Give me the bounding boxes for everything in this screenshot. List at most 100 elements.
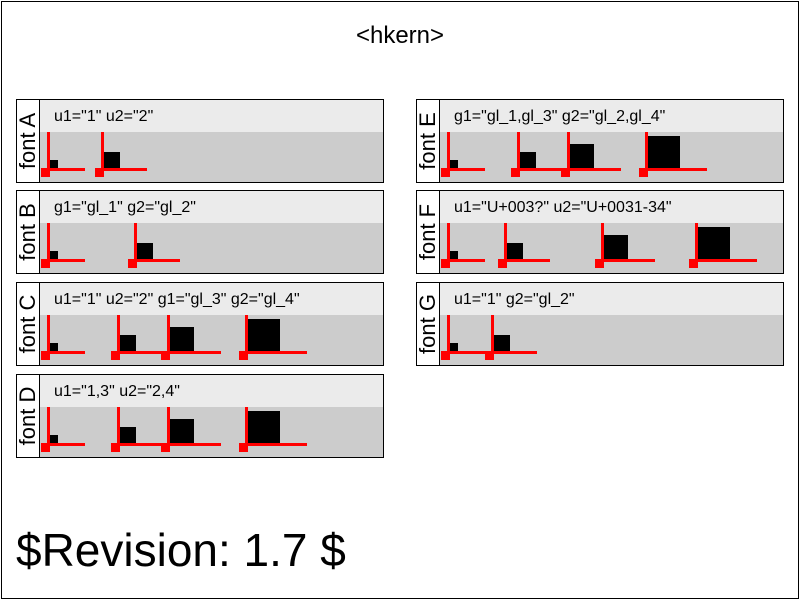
glyph-box — [520, 152, 536, 168]
glyph-baseline — [504, 259, 550, 262]
glyph-origin-marker — [511, 168, 520, 177]
font-label: font F — [415, 203, 440, 261]
glyph-baseline — [117, 351, 163, 354]
font-label-area: font D — [15, 375, 40, 457]
glyph-origin-vertical — [517, 132, 520, 170]
glyph-area — [40, 407, 383, 457]
glyph-box — [507, 243, 523, 259]
glyph-origin-marker — [441, 168, 450, 177]
glyph-origin-vertical — [645, 132, 648, 170]
panel-font-a: font A u1="1" u2="2" — [15, 99, 384, 183]
glyph-origin-vertical — [134, 223, 137, 261]
page-title: <hkern> — [355, 22, 445, 49]
glyph-baseline — [47, 351, 85, 354]
glyph-origin-marker — [441, 259, 450, 268]
glyph-baseline — [101, 168, 147, 171]
panel-font-b: font B g1="gl_1" g2="gl_2" — [15, 190, 384, 274]
glyph-origin-vertical — [491, 315, 494, 353]
glyph-origin-marker — [239, 351, 248, 360]
glyph-box — [450, 343, 458, 351]
glyph-origin-marker — [41, 259, 50, 268]
panel-font-c: font C u1="1" u2="2" g1="gl_3" g2="gl_4" — [15, 282, 384, 366]
glyph-origin-vertical — [601, 223, 604, 261]
glyph-origin-marker — [689, 259, 698, 268]
glyph-origin-vertical — [245, 315, 248, 353]
glyph-box — [248, 411, 280, 443]
font-label-area: font A — [15, 100, 40, 182]
glyph-origin-vertical — [47, 132, 50, 170]
glyph-origin-marker — [41, 168, 50, 177]
font-label-area: font G — [415, 283, 440, 365]
glyph-origin-marker — [595, 259, 604, 268]
glyph-box — [604, 235, 628, 259]
font-label: font B — [15, 203, 40, 261]
font-label: font G — [415, 294, 440, 354]
glyph-area — [440, 315, 783, 365]
glyph-baseline — [167, 443, 221, 446]
glyph-baseline — [47, 443, 85, 446]
attribute-bar: g1="gl_1,gl_3" g2="gl_2,gl_4" — [440, 100, 783, 132]
glyph-baseline — [567, 168, 621, 171]
glyph-box — [170, 327, 194, 351]
attribute-bar: u1="1" g2="gl_2" — [440, 283, 783, 315]
glyph-origin-marker — [111, 351, 120, 360]
glyph-baseline — [47, 259, 85, 262]
glyph-box — [450, 251, 458, 259]
hkern-attributes: u1="1" u2="2" g1="gl_3" g2="gl_4" — [54, 291, 300, 308]
hkern-attributes: u1="1,3" u2="2,4" — [54, 383, 180, 400]
font-label: font E — [415, 112, 440, 170]
glyph-baseline — [447, 168, 485, 171]
glyph-baseline — [245, 443, 307, 446]
glyph-box — [248, 319, 280, 351]
glyph-baseline — [645, 168, 707, 171]
glyph-origin-marker — [561, 168, 570, 177]
glyph-baseline — [447, 351, 485, 354]
glyph-baseline — [47, 168, 85, 171]
font-label-area: font F — [415, 191, 440, 273]
hkern-attributes: u1="1" g2="gl_2" — [454, 291, 575, 308]
glyph-baseline — [167, 351, 221, 354]
glyph-origin-vertical — [117, 315, 120, 353]
glyph-baseline — [134, 259, 180, 262]
glyph-origin-vertical — [47, 223, 50, 261]
glyph-origin-vertical — [167, 315, 170, 353]
glyph-origin-marker — [639, 168, 648, 177]
glyph-origin-vertical — [101, 132, 104, 170]
font-label: font A — [15, 112, 40, 170]
font-label: font C — [15, 294, 40, 354]
glyph-baseline — [447, 259, 485, 262]
font-label-area: font C — [15, 283, 40, 365]
glyph-origin-vertical — [245, 407, 248, 445]
glyph-box — [570, 144, 594, 168]
panel-font-d: font D u1="1,3" u2="2,4" — [15, 374, 384, 458]
hkern-attributes: u1="1" u2="2" — [54, 108, 154, 125]
attribute-bar: u1="U+003?" u2="U+0031-34" — [440, 191, 783, 223]
glyph-box — [648, 136, 680, 168]
glyph-baseline — [517, 168, 563, 171]
panel-font-g: font G u1="1" g2="gl_2" — [415, 282, 784, 366]
hkern-attributes: g1="gl_1,gl_3" g2="gl_2,gl_4" — [454, 108, 666, 125]
glyph-box — [120, 335, 136, 351]
glyph-area — [440, 223, 783, 273]
attribute-bar: u1="1" u2="2" g1="gl_3" g2="gl_4" — [40, 283, 383, 315]
glyph-box — [170, 419, 194, 443]
panel-font-f: font F u1="U+003?" u2="U+0031-34" — [415, 190, 784, 274]
glyph-origin-marker — [111, 443, 120, 452]
glyph-area — [40, 315, 383, 365]
attribute-bar: g1="gl_1" g2="gl_2" — [40, 191, 383, 223]
glyph-area — [40, 132, 383, 182]
glyph-origin-marker — [161, 351, 170, 360]
glyph-origin-vertical — [447, 315, 450, 353]
glyph-origin-vertical — [47, 315, 50, 353]
glyph-box — [50, 160, 58, 168]
hkern-attributes: g1="gl_1" g2="gl_2" — [54, 199, 196, 216]
glyph-origin-marker — [41, 443, 50, 452]
glyph-box — [50, 251, 58, 259]
font-label: font D — [15, 386, 40, 446]
glyph-origin-vertical — [167, 407, 170, 445]
glyph-origin-marker — [41, 351, 50, 360]
attribute-bar: u1="1" u2="2" — [40, 100, 383, 132]
glyph-box — [494, 335, 510, 351]
glyph-box — [698, 227, 730, 259]
